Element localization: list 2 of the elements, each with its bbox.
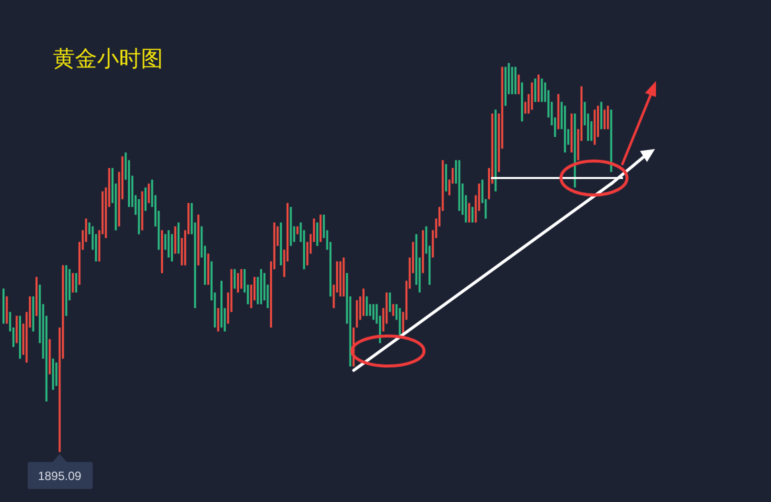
chart-title: 黄金小时图 [53,46,163,74]
text: 1895.09 [38,469,82,483]
